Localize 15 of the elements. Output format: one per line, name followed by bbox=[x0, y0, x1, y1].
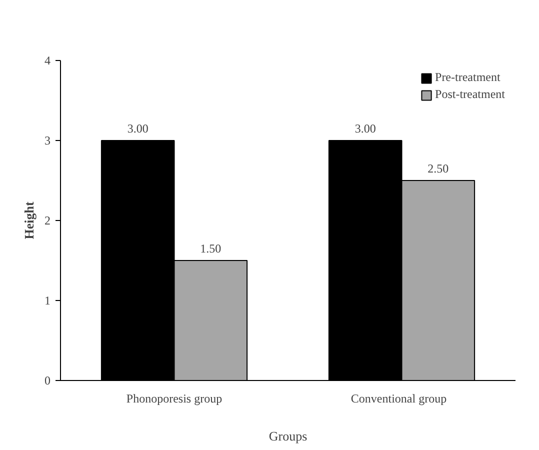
data-label: 2.50 bbox=[428, 162, 449, 176]
y-axis-title: Height bbox=[22, 201, 36, 240]
legend-label: Pre-treatment bbox=[435, 70, 500, 85]
data-label: 3.00 bbox=[127, 122, 148, 136]
legend-label: Post-treatment bbox=[435, 87, 505, 102]
y-tick-label: 2 bbox=[44, 214, 50, 228]
data-label: 1.50 bbox=[200, 242, 222, 256]
data-label: 3.00 bbox=[354, 122, 376, 136]
x-axis-title: Groups bbox=[268, 428, 308, 444]
y-tick-label: 0 bbox=[44, 374, 50, 388]
y-tick-label: 3 bbox=[44, 134, 50, 148]
y-tick-label: 1 bbox=[44, 294, 50, 308]
x-tick-label: Phonoporesis group bbox=[126, 392, 222, 406]
x-tick-label: Conventional group bbox=[350, 392, 447, 406]
y-tick-label: 4 bbox=[44, 54, 50, 68]
